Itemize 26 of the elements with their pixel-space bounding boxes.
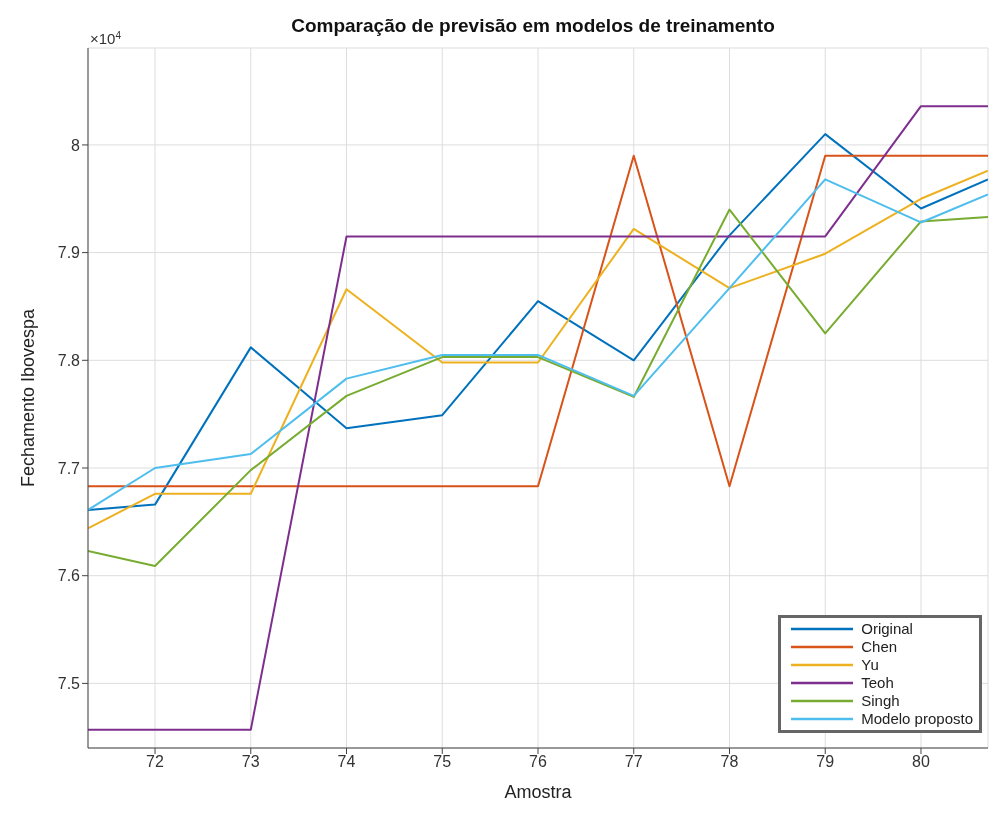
x-axis-title: Amostra bbox=[504, 782, 573, 802]
x-tick-label: 79 bbox=[816, 753, 835, 771]
x-tick-label: 74 bbox=[337, 753, 356, 771]
y-tick-label: 7.5 bbox=[57, 675, 81, 693]
x-tick-label: 76 bbox=[529, 753, 547, 771]
y-tick-label: 7.8 bbox=[57, 351, 81, 369]
x-tick-label: 77 bbox=[624, 753, 643, 771]
x-tick-label: 75 bbox=[433, 753, 452, 771]
legend-label: Original bbox=[861, 620, 913, 638]
legend-label: Yu bbox=[861, 656, 879, 674]
chart-title: Comparação de previsão em modelos de treinamento bbox=[291, 15, 775, 36]
y-axis-title: Fechamento Ibovespa bbox=[18, 307, 39, 488]
legend-label: Teoh bbox=[861, 674, 894, 692]
x-tick-label: 78 bbox=[720, 753, 739, 771]
text: ×10$^{4}$ bbox=[90, 29, 122, 47]
y-tick-label: 7.9 bbox=[57, 244, 81, 262]
legend-label: Singh bbox=[861, 692, 900, 710]
y-tick-label: 8 bbox=[71, 136, 81, 154]
x-tick-label: 72 bbox=[146, 753, 165, 771]
y-tick-label: 7.7 bbox=[57, 459, 81, 477]
x-tick-label: 80 bbox=[912, 753, 930, 771]
legend-label: Chen bbox=[861, 638, 898, 656]
legend-label: Modelo proposto bbox=[861, 710, 973, 728]
x-tick-label: 73 bbox=[241, 753, 260, 771]
y-tick-label: 7.6 bbox=[57, 567, 81, 585]
line-series bbox=[88, 208, 988, 567]
